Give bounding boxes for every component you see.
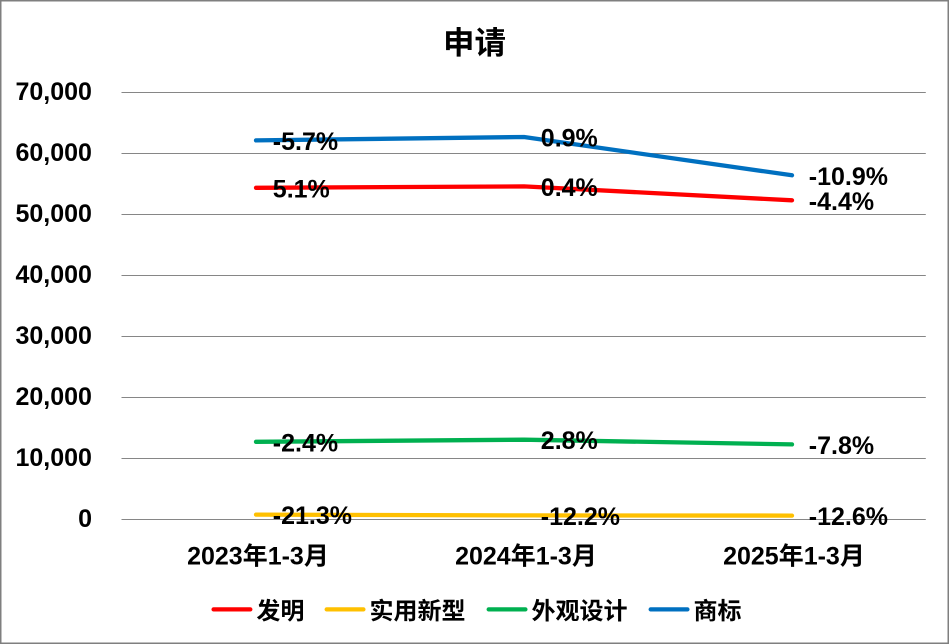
svg-text:1-3: 1-3	[804, 543, 840, 571]
svg-text:-7.8%: -7.8%	[809, 432, 874, 460]
svg-text:5.1%: 5.1%	[273, 175, 330, 203]
svg-text:-5.7%: -5.7%	[273, 128, 338, 156]
svg-text:2023: 2023	[187, 543, 243, 571]
svg-text:40,000: 40,000	[16, 261, 92, 289]
svg-text:0.4%: 0.4%	[541, 174, 598, 202]
svg-text:-10.9%: -10.9%	[809, 163, 888, 191]
svg-text:-4.4%: -4.4%	[809, 188, 874, 216]
svg-text:10,000: 10,000	[16, 444, 92, 472]
svg-text:0.9%: 0.9%	[541, 125, 598, 153]
svg-text:2025: 2025	[723, 543, 779, 571]
svg-text:70,000: 70,000	[16, 78, 92, 106]
svg-text:-12.6%: -12.6%	[809, 503, 888, 531]
svg-text:-12.2%: -12.2%	[541, 503, 620, 531]
svg-text:1-3: 1-3	[536, 543, 572, 571]
svg-text:30,000: 30,000	[16, 322, 92, 350]
svg-text:2.8%: 2.8%	[541, 427, 598, 455]
svg-text:-2.4%: -2.4%	[273, 429, 338, 457]
svg-text:20,000: 20,000	[16, 383, 92, 411]
svg-text:50,000: 50,000	[16, 200, 92, 228]
svg-text:0: 0	[78, 505, 92, 533]
svg-text:2024: 2024	[455, 543, 511, 571]
svg-text:60,000: 60,000	[16, 139, 92, 167]
svg-text:-21.3%: -21.3%	[273, 502, 352, 530]
svg-text:1-3: 1-3	[268, 543, 304, 571]
